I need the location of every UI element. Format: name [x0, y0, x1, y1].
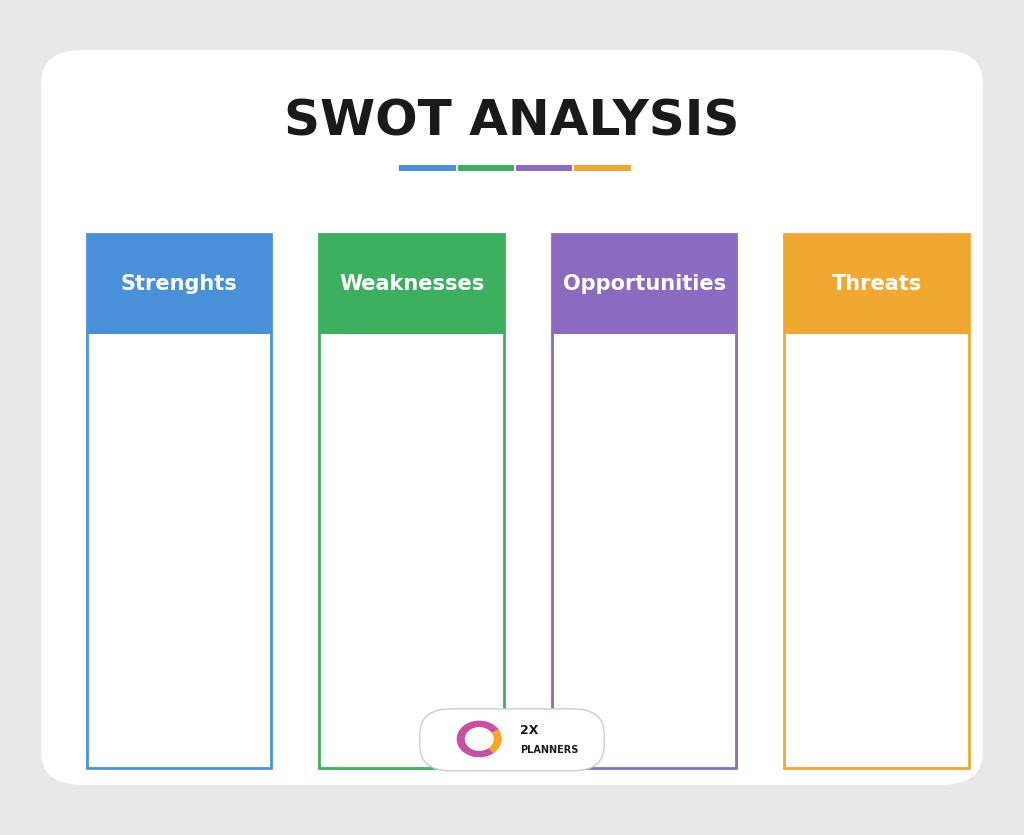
FancyBboxPatch shape — [87, 234, 271, 334]
Text: SWOT ANALYSIS: SWOT ANALYSIS — [285, 97, 739, 145]
Text: PLANNERS: PLANNERS — [520, 745, 579, 755]
FancyBboxPatch shape — [516, 165, 572, 171]
FancyBboxPatch shape — [552, 234, 736, 768]
FancyBboxPatch shape — [319, 234, 504, 334]
FancyBboxPatch shape — [574, 165, 631, 171]
FancyBboxPatch shape — [784, 234, 969, 334]
Text: 2X: 2X — [520, 724, 539, 737]
Wedge shape — [488, 730, 502, 753]
FancyBboxPatch shape — [784, 234, 969, 768]
Text: Opportunities: Opportunities — [562, 274, 726, 294]
FancyBboxPatch shape — [420, 709, 604, 771]
Wedge shape — [457, 721, 499, 757]
Circle shape — [465, 727, 494, 751]
FancyBboxPatch shape — [87, 234, 271, 768]
Text: Threats: Threats — [831, 274, 922, 294]
FancyBboxPatch shape — [399, 165, 456, 171]
Text: Weaknesses: Weaknesses — [339, 274, 484, 294]
FancyBboxPatch shape — [319, 234, 504, 768]
Text: Strenghts: Strenghts — [121, 274, 238, 294]
FancyBboxPatch shape — [41, 50, 983, 785]
FancyBboxPatch shape — [552, 234, 736, 334]
FancyBboxPatch shape — [458, 165, 514, 171]
